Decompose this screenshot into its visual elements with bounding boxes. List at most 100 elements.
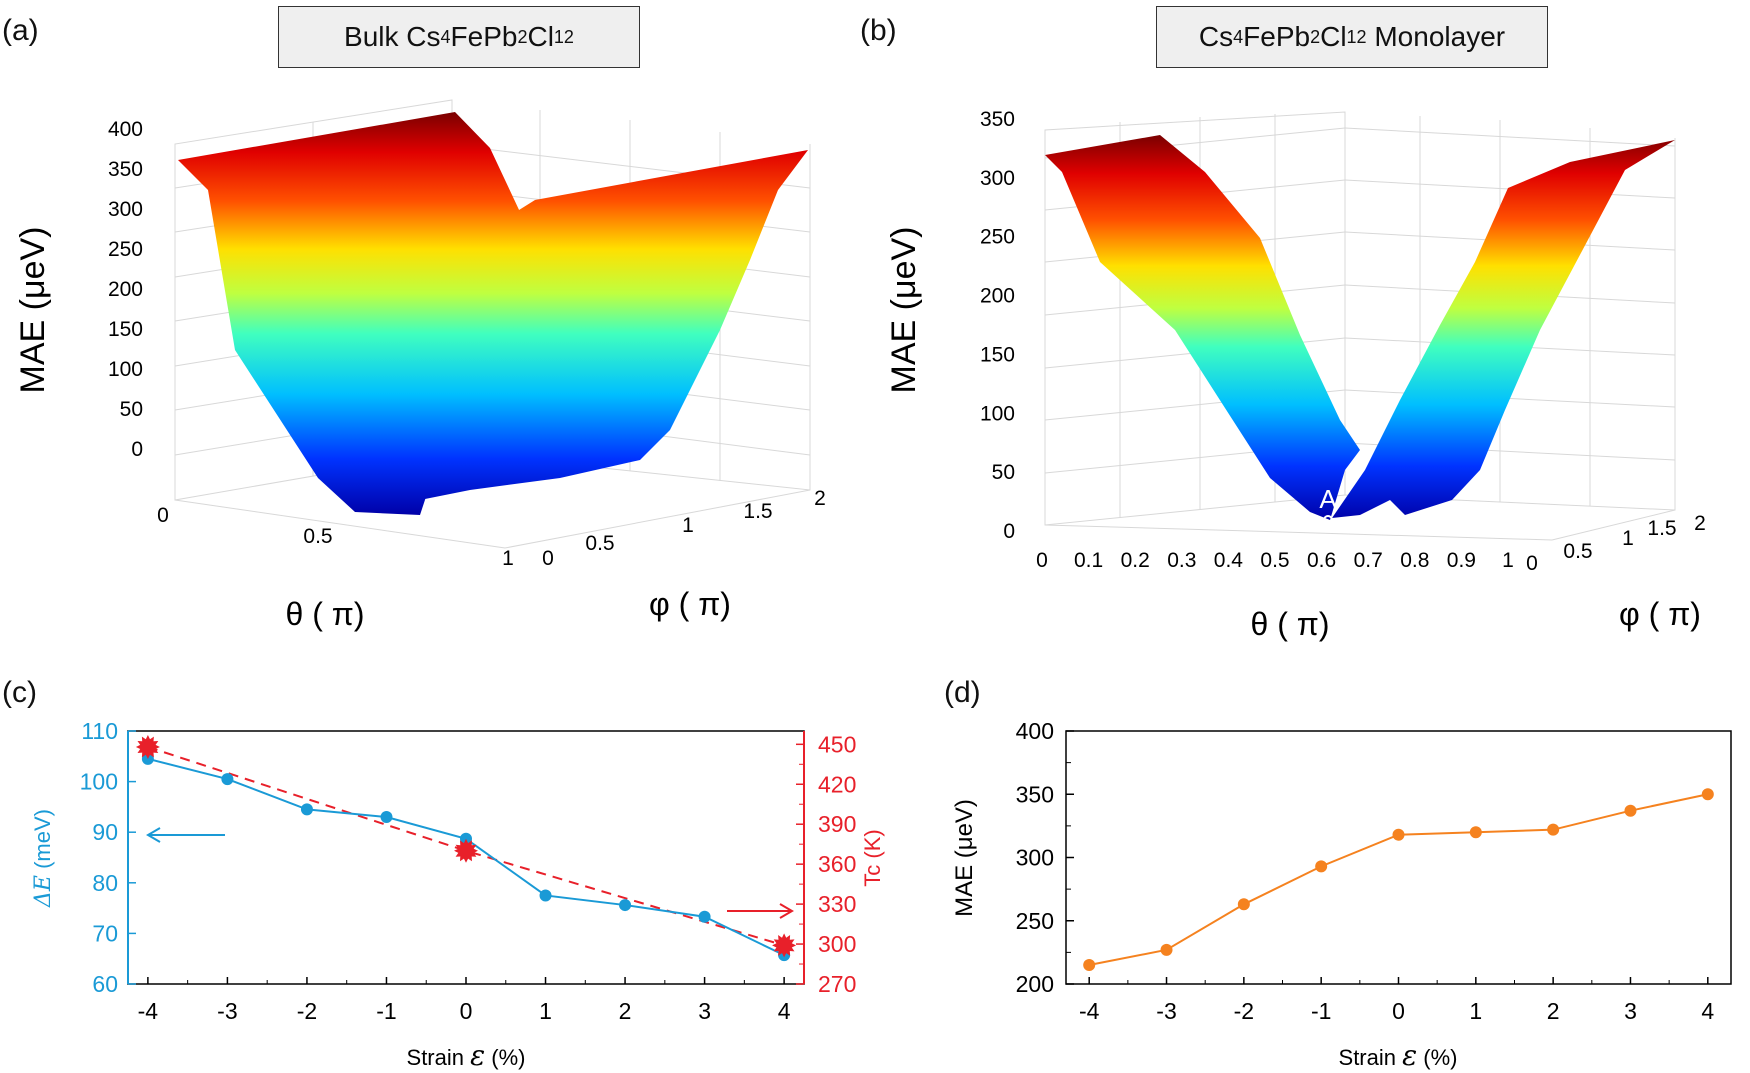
chart-b-x-tick: 0.2 <box>1121 549 1150 572</box>
chart-c-left-label-unit: (meV) <box>30 809 55 875</box>
chart-a-x-tick: 0 <box>157 504 169 527</box>
chart-b-y-tick: 1 <box>1622 527 1634 550</box>
series-delta-e-point <box>460 832 472 845</box>
chart-d-x-label-suffix: (%) <box>1417 1045 1457 1070</box>
series-delta-e-point <box>539 889 552 902</box>
series-mae-point <box>1701 788 1714 801</box>
title-box-b: Cs 4 FePb 2 Cl 12 Monolayer <box>1156 6 1548 68</box>
chart-b-z-tick: 200 <box>980 285 1015 308</box>
chart-b-x-tick: 0.6 <box>1307 549 1336 572</box>
title-a-sub: 2 <box>517 26 528 47</box>
chart-c-x-tick: 4 <box>778 998 791 1024</box>
panel-label-d: (d) <box>944 676 981 709</box>
chart-a-x-tick: 1 <box>502 547 514 570</box>
chart-a-z-tick: 0 <box>131 438 143 461</box>
chart-a-z-tick: 200 <box>108 278 143 301</box>
chart-c-right-tick: 450 <box>818 731 856 757</box>
title-b-part: Monolayer <box>1374 21 1506 52</box>
chart-d-x-tick: 0 <box>1392 998 1405 1024</box>
chart-d-x-tick: -3 <box>1156 998 1176 1024</box>
panel-label-c: (c) <box>2 676 37 709</box>
chart-b: 0 50 100 150 200 250 300 350 0 0.1 0.2 0.3 0.4 0.5 0.… <box>885 108 1706 642</box>
chart-c-x-label: Strain ε (%) <box>407 1039 526 1072</box>
chart-c-left-tick: 60 <box>92 971 118 997</box>
series-delta-e-point <box>300 803 313 816</box>
chart-d-y-axis: 200 250 300 350 400 <box>1016 718 1074 997</box>
chart-b-y-tick: 0.5 <box>1563 540 1592 563</box>
title-b-sub: 2 <box>1310 26 1321 47</box>
chart-c-x-tick: 2 <box>619 998 632 1024</box>
chart-c-left-axis: 60 70 80 90 100 110 <box>80 718 136 997</box>
chart-d-x-tick: -2 <box>1234 998 1254 1024</box>
chart-b-y-label: φ ( π) <box>1619 596 1701 632</box>
chart-c-x-label-prefix: Strain <box>407 1045 471 1070</box>
chart-b-x-tick: 1 <box>1502 549 1514 572</box>
series-delta-e-point <box>698 910 711 923</box>
chart-d-x-axis: -4 -3 -2 -1 0 1 2 3 4 <box>1079 977 1714 1024</box>
chart-d-x-tick: 1 <box>1469 998 1482 1024</box>
chart-b-x-axis: 0 0.1 0.2 0.3 0.4 0.5 0.6 0.7 0.8 0.9 1 <box>1036 549 1514 572</box>
chart-c-x-axis: -4 -3 -2 -1 0 1 2 3 4 <box>138 977 791 1024</box>
chart-b-z-tick: 150 <box>980 343 1015 366</box>
series-mae-line <box>1089 793 1709 967</box>
chart-b-y-tick: 1.5 <box>1647 517 1676 540</box>
series-tc-line <box>147 746 785 947</box>
chart-b-z-label: MAE (μeV) <box>885 227 923 394</box>
chart-b-z-tick: 100 <box>980 402 1015 425</box>
chart-c-x-tick: -4 <box>138 998 159 1024</box>
title-a-part: Cl <box>527 21 554 52</box>
title-a-sub: 4 <box>440 26 451 47</box>
chart-d-x-tick: 3 <box>1624 998 1637 1024</box>
chart-b-x-tick: 0.1 <box>1074 549 1103 572</box>
chart-a-y-axis: 0 0.5 1 1.5 2 <box>542 487 826 570</box>
chart-a-y-tick: 0 <box>542 547 554 570</box>
chart-a-y-tick: 2 <box>814 487 826 510</box>
title-a-part: Bulk Cs <box>344 21 441 52</box>
series-mae-point <box>1624 804 1637 817</box>
chart-c-x-tick: -3 <box>217 998 237 1024</box>
chart-c-left-tick: 90 <box>92 819 118 845</box>
chart-c-left-tick: 110 <box>81 718 118 744</box>
chart-b-x-tick: 0 <box>1036 549 1048 572</box>
chart-a-z-tick: 150 <box>108 318 143 341</box>
chart-c-left-tick: 70 <box>92 920 118 946</box>
title-a-sub: 12 <box>553 26 574 47</box>
series-mae-point <box>1237 898 1250 911</box>
chart-d-x-tick: 2 <box>1547 998 1560 1024</box>
chart-c-left-label: ΔE (meV) <box>30 809 56 908</box>
chart-c-right-tick: 420 <box>818 771 856 797</box>
chart-c-left-tick: 100 <box>80 769 118 795</box>
chart-d-y-tick: 350 <box>1016 781 1054 807</box>
chart-c-right-tick: 270 <box>818 971 856 997</box>
chart-b-z-tick: 300 <box>980 167 1015 190</box>
annotation-a-label: A <box>1319 484 1337 514</box>
series-delta-e-point <box>221 773 234 786</box>
right-axis-arrow <box>727 903 794 919</box>
chart-a-x-tick: 0.5 <box>303 525 332 548</box>
chart-b-z-tick: 0 <box>1003 520 1015 543</box>
series-mae-point <box>1160 943 1173 956</box>
chart-b-y-axis: 0 0.5 1 1.5 2 <box>1526 512 1706 575</box>
chart-c-right-label: Tc (K) <box>860 829 885 886</box>
left-axis-arrow <box>146 827 225 843</box>
chart-d-y-tick: 400 <box>1016 718 1054 744</box>
chart-c-left-tick: 80 <box>92 870 118 896</box>
chart-d-y-tick: 250 <box>1016 908 1054 934</box>
panel-label-b: (b) <box>860 14 897 47</box>
surface-a-right <box>370 150 808 512</box>
chart-a-z-tick: 50 <box>120 398 143 421</box>
title-b-part: FePb <box>1243 21 1311 52</box>
chart-a-z-label: MAE (μeV) <box>14 227 52 394</box>
chart-d-x-label-prefix: Strain <box>1339 1045 1403 1070</box>
series-delta-e-point <box>619 899 632 912</box>
chart-b-x-tick: 0.5 <box>1260 549 1289 572</box>
chart-c-x-tick: -1 <box>376 998 396 1024</box>
chart-a-z-tick: 100 <box>108 358 143 381</box>
chart-a-z-tick: 250 <box>108 238 143 261</box>
chart-d-y-tick: 200 <box>1016 971 1054 997</box>
title-b-part: Cs <box>1198 21 1234 52</box>
